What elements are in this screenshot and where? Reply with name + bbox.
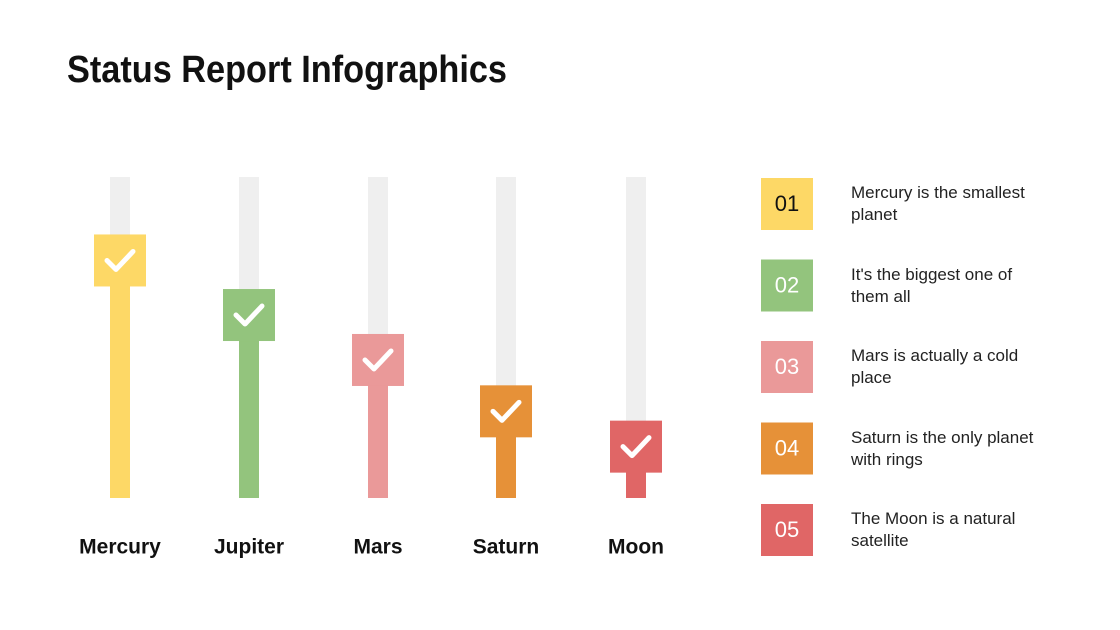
note-number: 05 [775, 517, 799, 542]
x-tick-label: Mercury [79, 536, 161, 559]
status-marker [223, 289, 275, 342]
note-text: Mars is actually a cold place [851, 346, 1019, 387]
x-tick-label: Saturn [473, 536, 540, 559]
note-text: Saturn is the only planet with rings [851, 427, 1034, 469]
bar [239, 315, 259, 498]
note-text: It's the biggest one of them all [851, 264, 1013, 306]
chart-title: Status Report Infographics [67, 49, 507, 91]
check-icon [362, 348, 394, 372]
note-badge [761, 422, 813, 475]
note-badge [761, 504, 813, 556]
note-text: Mercury is the smallest planet [851, 183, 1025, 224]
status-marker [352, 333, 404, 386]
check-icon [233, 303, 265, 327]
x-tick-label: Moon [608, 536, 664, 559]
note-number: 01 [775, 191, 799, 216]
bar [368, 359, 388, 498]
note-number: 03 [775, 354, 799, 379]
x-tick-label: Jupiter [214, 536, 284, 559]
check-icon [490, 399, 522, 423]
status-marker [480, 385, 532, 438]
note-text: The Moon is a natural satellite [851, 509, 1016, 550]
note-number: 02 [775, 272, 799, 297]
status-marker [610, 420, 662, 473]
status-marker [94, 234, 146, 287]
track [626, 177, 646, 498]
note-number: 04 [775, 435, 799, 460]
note-badge [761, 178, 813, 230]
x-tick-label: Mars [353, 536, 402, 559]
note-badge [761, 341, 813, 393]
check-icon [104, 248, 136, 272]
bar [110, 260, 130, 498]
note-badge [761, 259, 813, 312]
check-icon [620, 435, 652, 459]
